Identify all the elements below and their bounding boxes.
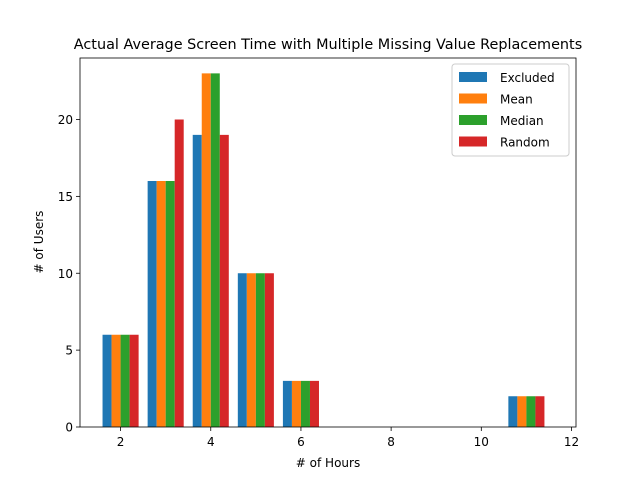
bar-excluded-4 — [282, 380, 292, 427]
bar-random-2 — [219, 134, 229, 427]
plot-frame — [79, 57, 577, 428]
bar-random-4 — [309, 380, 319, 427]
legend-swatch-random — [459, 136, 487, 147]
legend-label-mean: Mean — [500, 93, 533, 107]
legend-box — [451, 63, 570, 157]
bar-mean-4 — [291, 380, 301, 427]
bar-random-1 — [174, 119, 184, 427]
y-axis-label: # of Users — [32, 211, 46, 274]
x-tick-label-5: 12 — [564, 435, 579, 449]
x-axis-label: # of Hours — [296, 456, 360, 470]
legend-swatch-excluded — [459, 72, 487, 82]
bar-excluded-5 — [508, 396, 518, 427]
x-tick-label-4: 10 — [474, 435, 489, 449]
legend-label-excluded: Excluded — [500, 71, 555, 85]
legend-label-random: Random — [500, 136, 550, 150]
bar-excluded-2 — [192, 134, 202, 427]
bar-median-5 — [526, 396, 536, 427]
chart-title: Actual Average Screen Time with Multiple… — [74, 37, 582, 53]
bar-mean-0 — [111, 334, 121, 427]
bar-random-0 — [129, 334, 139, 427]
bar-mean-5 — [517, 396, 527, 427]
bar-random-3 — [264, 273, 274, 427]
bar-median-4 — [300, 380, 310, 427]
bar-median-3 — [255, 273, 265, 427]
bar-excluded-1 — [147, 181, 157, 427]
bar-median-1 — [165, 181, 175, 427]
bar-mean-1 — [156, 181, 166, 427]
axes-layer: 2 4 6 8 10 12 0 5 10 15 20 — [58, 57, 579, 449]
legend: Excluded Mean Median Random — [451, 63, 570, 157]
bar-excluded-0 — [102, 334, 112, 427]
x-tick-label-2: 6 — [297, 435, 305, 449]
bar-mean-3 — [246, 273, 256, 427]
legend-swatch-median — [459, 115, 487, 125]
bars-layer — [102, 73, 545, 427]
bar-excluded-3 — [237, 273, 247, 427]
bar-mean-2 — [201, 73, 211, 427]
y-tick-label-4: 20 — [58, 113, 73, 127]
bar-median-2 — [210, 73, 220, 427]
legend-swatch-mean — [459, 93, 487, 104]
y-tick-label-0: 0 — [65, 421, 73, 435]
bar-random-5 — [535, 396, 545, 427]
y-tick-label-2: 10 — [58, 267, 73, 281]
x-tick-label-0: 2 — [117, 435, 125, 449]
y-tick-label-1: 5 — [65, 344, 73, 358]
y-tick-label-3: 15 — [58, 190, 73, 204]
x-tick-label-1: 4 — [207, 435, 215, 449]
legend-label-median: Median — [500, 114, 544, 128]
x-tick-label-3: 8 — [387, 435, 395, 449]
bar-median-0 — [120, 334, 130, 427]
